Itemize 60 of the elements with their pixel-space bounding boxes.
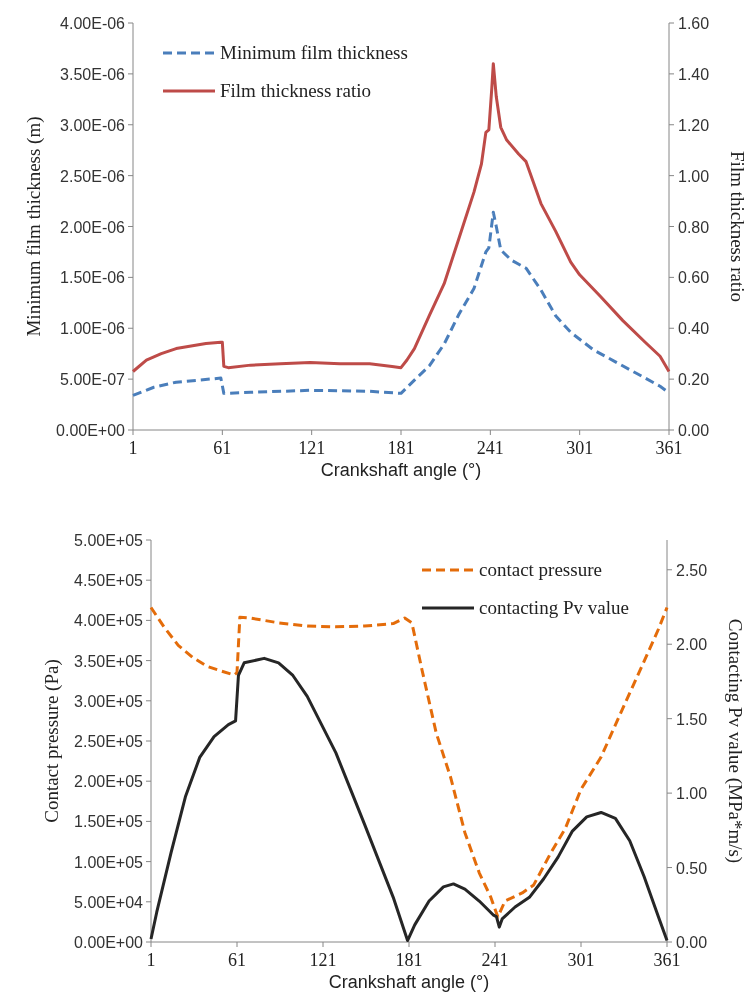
y2-tick-label: 2.00 bbox=[676, 636, 708, 654]
x-tick-label: 61 bbox=[228, 950, 246, 970]
y-tick-label: 1.00E-06 bbox=[60, 320, 126, 338]
y2-tick-label: 0.00 bbox=[676, 934, 708, 951]
line-series bbox=[131, 62, 671, 373]
x-tick-label: 1 bbox=[128, 438, 138, 458]
y2-axis-title: Contacting Pv value (MPa*m/s) bbox=[724, 618, 746, 864]
y-tick-label: 1.50E-06 bbox=[60, 269, 126, 287]
y-tick-label: 4.00E+05 bbox=[74, 612, 144, 630]
y-tick-label: 2.50E-06 bbox=[60, 167, 126, 185]
x-tick-label: 301 bbox=[567, 950, 595, 970]
legend-label: contact pressure bbox=[479, 559, 602, 580]
y-tick-label: 3.00E+05 bbox=[74, 692, 144, 710]
x-tick-label: 121 bbox=[298, 438, 326, 458]
x-axis-title: Crankshaft angle (°) bbox=[328, 972, 490, 992]
y-tick-label: 3.50E+05 bbox=[74, 652, 144, 670]
y-tick-label: 3.50E-06 bbox=[60, 65, 126, 83]
y-tick-label: 1.50E+05 bbox=[74, 813, 144, 831]
x-tick-label: 361 bbox=[653, 950, 681, 970]
y-tick-label: 3.00E-06 bbox=[60, 116, 126, 134]
x-tick-label: 61 bbox=[213, 438, 232, 458]
x-tick-label: 121 bbox=[309, 950, 337, 970]
y-tick-label: 5.00E+05 bbox=[74, 532, 144, 549]
x-tick-label: 361 bbox=[655, 438, 683, 458]
y-tick-label: 4.50E+05 bbox=[74, 572, 144, 590]
x-tick-label: 241 bbox=[481, 950, 509, 970]
y-tick-label: 2.50E+05 bbox=[74, 733, 144, 750]
y-tick-label: 1.00E+05 bbox=[74, 853, 144, 871]
y2-tick-label: 0.00 bbox=[678, 422, 710, 439]
y2-tick-label: 1.00 bbox=[676, 785, 708, 803]
y2-tick-label: 1.00 bbox=[678, 167, 710, 185]
y-tick-label: 0.00E+00 bbox=[56, 422, 126, 439]
x-tick-label: 1 bbox=[146, 950, 156, 970]
y-axis-title: Contact pressure (Pa) bbox=[41, 659, 63, 823]
y2-tick-label: 0.50 bbox=[676, 859, 708, 877]
legend-label: Minimum film thickness bbox=[220, 42, 408, 63]
y-tick-label: 4.00E-06 bbox=[60, 15, 126, 32]
y-tick-label: 0.00E+00 bbox=[74, 934, 144, 951]
y2-tick-label: 1.50 bbox=[676, 710, 708, 728]
legend-label: contacting Pv value bbox=[479, 597, 629, 618]
y-tick-label: 5.00E-07 bbox=[60, 371, 126, 389]
x-tick-label: 181 bbox=[395, 950, 423, 970]
legend-label: Film thickness ratio bbox=[220, 80, 371, 101]
y2-tick-label: 0.20 bbox=[678, 371, 710, 389]
y-tick-label: 2.00E+05 bbox=[74, 773, 144, 791]
y2-axis-title: Film thickness ratio bbox=[727, 151, 748, 302]
y2-tick-label: 0.40 bbox=[678, 320, 710, 338]
y2-tick-label: 1.20 bbox=[678, 116, 710, 134]
x-tick-label: 181 bbox=[387, 438, 415, 458]
y2-tick-label: 2.50 bbox=[676, 561, 708, 579]
y2-tick-label: 0.80 bbox=[678, 218, 710, 236]
y-tick-label: 5.00E+04 bbox=[74, 893, 144, 911]
x-axis-title: Crankshaft angle (°) bbox=[320, 460, 482, 480]
y-tick-label: 2.00E-06 bbox=[60, 218, 126, 236]
x-tick-label: 241 bbox=[476, 438, 504, 458]
y-axis-title: Minimum film thickness (m) bbox=[23, 116, 45, 337]
y2-tick-label: 1.40 bbox=[678, 65, 710, 83]
y2-tick-label: 0.60 bbox=[678, 269, 710, 287]
y2-tick-label: 1.60 bbox=[678, 15, 710, 32]
x-tick-label: 301 bbox=[566, 438, 594, 458]
